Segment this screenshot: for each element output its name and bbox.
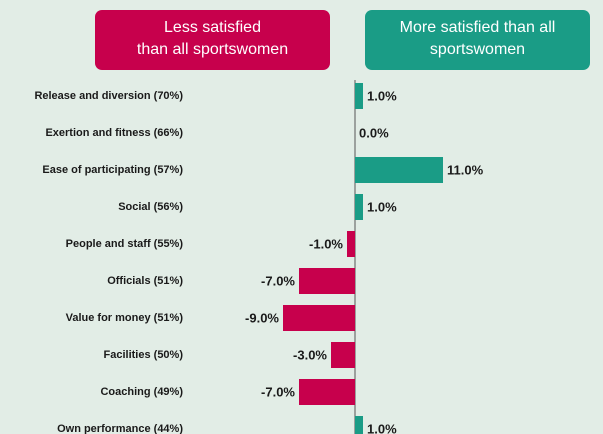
- value-label: 1.0%: [367, 199, 397, 214]
- header-text: Less satisfied: [164, 19, 261, 36]
- bar: [347, 231, 355, 257]
- header-text: More satisfied than all: [400, 19, 556, 36]
- bar: [355, 416, 363, 434]
- value-label: 0.0%: [359, 125, 389, 140]
- category-label: People and staff (55%): [66, 238, 184, 250]
- header-text: than all sportswomen: [137, 41, 288, 58]
- value-label: -7.0%: [261, 384, 295, 399]
- category-label: Facilities (50%): [104, 349, 184, 361]
- category-label: Officials (51%): [107, 275, 183, 287]
- bar: [331, 342, 355, 368]
- bar: [299, 268, 355, 294]
- bar: [355, 194, 363, 220]
- category-label: Ease of participating (57%): [42, 164, 183, 176]
- category-label: Own performance (44%): [57, 423, 183, 434]
- header-box: [95, 10, 330, 70]
- bar: [299, 379, 355, 405]
- bar: [283, 305, 355, 331]
- header-box: [365, 10, 590, 70]
- value-label: 11.0%: [447, 162, 484, 177]
- category-label: Social (56%): [118, 201, 183, 213]
- value-label: -3.0%: [293, 347, 327, 362]
- category-label: Exertion and fitness (66%): [45, 127, 183, 139]
- category-label: Coaching (49%): [100, 386, 183, 398]
- bar: [355, 157, 443, 183]
- header-text: sportswomen: [430, 41, 525, 58]
- value-label: -9.0%: [245, 310, 279, 325]
- value-label: -1.0%: [309, 236, 343, 251]
- category-label: Value for money (51%): [66, 312, 184, 324]
- category-label: Release and diversion (70%): [34, 90, 183, 102]
- value-label: -7.0%: [261, 273, 295, 288]
- value-label: 1.0%: [367, 88, 397, 103]
- value-label: 1.0%: [367, 421, 397, 434]
- bar: [355, 83, 363, 109]
